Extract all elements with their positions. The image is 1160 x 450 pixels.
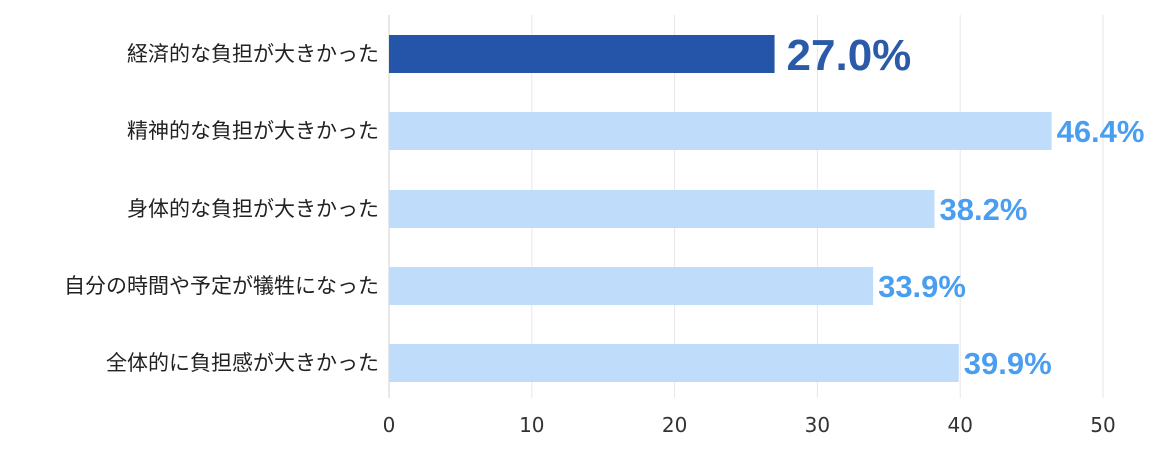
x-tick-label: 50 (1090, 413, 1115, 437)
x-tick-label: 10 (519, 413, 544, 437)
data-label: 46.4% (1057, 114, 1145, 149)
data-label: 38.2% (939, 192, 1027, 227)
category-labels: 経済的な負担が大きかった精神的な負担が大きかった身体的な負担が大きかった自分の時… (64, 42, 379, 375)
bar (389, 190, 935, 228)
x-tick-label: 0 (383, 413, 396, 437)
x-tick-label: 40 (947, 413, 972, 437)
data-label: 39.9% (964, 346, 1052, 381)
data-label: 33.9% (878, 269, 966, 304)
bar-layer (389, 35, 1052, 382)
x-axis-ticks: 0 10 20 30 40 50 (383, 413, 1116, 437)
bar (389, 35, 775, 73)
category-label: 身体的な負担が大きかった (127, 197, 379, 221)
category-label: 経済的な負担が大きかった (127, 42, 379, 66)
bar (389, 112, 1052, 150)
x-tick-label: 30 (805, 413, 830, 437)
category-label: 全体的に負担感が大きかった (106, 351, 379, 375)
bar (389, 344, 959, 382)
category-label: 精神的な負担が大きかった (127, 119, 379, 143)
value-labels: 27.0% 46.4% 38.2% 33.9% 39.9% (787, 31, 1145, 381)
data-label: 27.0% (787, 31, 912, 80)
category-label: 自分の時間や予定が犠牲になった (64, 274, 379, 298)
bar (389, 267, 874, 305)
x-tick-label: 20 (662, 413, 687, 437)
